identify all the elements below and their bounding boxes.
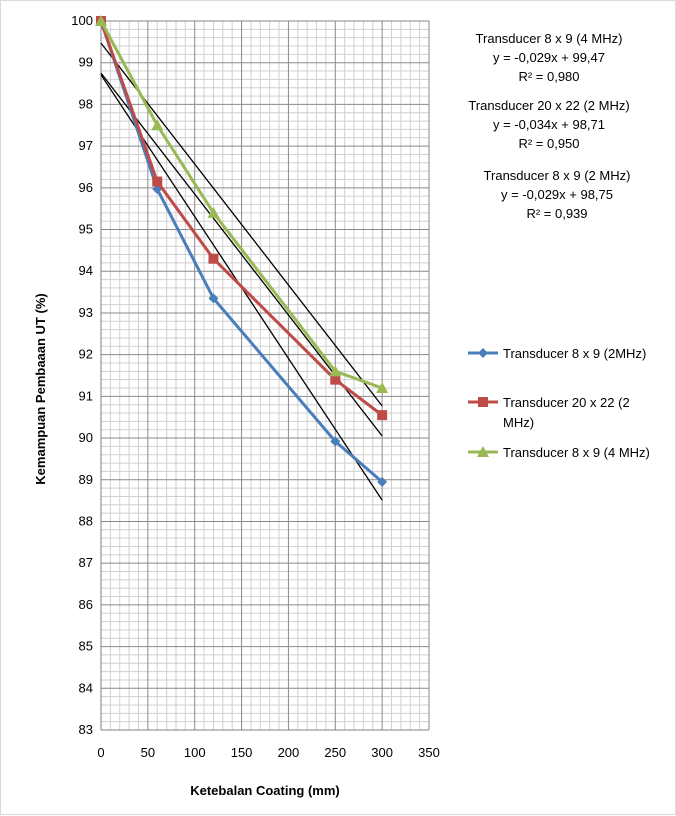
trendline-equations: Transducer 8 x 9 (4 MHz) y = -0,029x + 99… — [468, 31, 630, 221]
y-tick-label: 89 — [79, 472, 93, 487]
legend-label: Transducer 8 x 9 (4 MHz) — [503, 445, 650, 460]
data-point — [152, 176, 163, 187]
trendline-label: Transducer 8 x 9 (4 MHz) — [476, 31, 623, 46]
data-point — [207, 206, 220, 218]
legend-label: MHz) — [503, 415, 534, 430]
trendline-label: Transducer 8 x 9 (2 MHz) — [484, 168, 631, 183]
y-tick-label: 98 — [79, 96, 93, 111]
axes — [100, 21, 429, 731]
data-point — [95, 15, 107, 26]
legend-label: Transducer 20 x 22 (2 — [503, 395, 630, 410]
x-tick-label: 200 — [278, 745, 300, 760]
data-point — [330, 374, 341, 385]
major-gridlines — [100, 20, 430, 731]
legend-marker — [478, 397, 488, 407]
legend-label: Transducer 8 x 9 (2MHz) — [503, 346, 646, 361]
data-point — [151, 119, 164, 131]
trendline-equation: y = -0,034x + 98,71 — [493, 117, 605, 132]
trendline-equation: y = -0,029x + 99,47 — [493, 50, 605, 65]
y-tick-label: 92 — [79, 347, 93, 362]
data-point — [376, 382, 389, 394]
y-tick-label: 83 — [79, 722, 93, 737]
legend-marker — [478, 348, 488, 358]
trendline-r-squared: R² = 0,980 — [518, 69, 579, 84]
x-tick-label: 250 — [324, 745, 346, 760]
x-tick-label: 0 — [97, 745, 104, 760]
data-point — [208, 293, 219, 304]
data-point — [377, 476, 388, 487]
trendline-label: Transducer 20 x 22 (2 MHz) — [468, 98, 629, 113]
trendline — [100, 42, 383, 407]
legend-item: Transducer 8 x 9 (4 MHz) — [468, 445, 650, 460]
trendline-equation: y = -0,029x + 98,75 — [501, 187, 613, 202]
y-tick-label: 88 — [79, 513, 93, 528]
trendline-r-squared: R² = 0,950 — [518, 136, 579, 151]
y-tick-label: 96 — [79, 180, 93, 195]
y-tick-label: 86 — [79, 597, 93, 612]
legend-item: Transducer 8 x 9 (2MHz) — [468, 346, 646, 361]
y-tick-label: 94 — [79, 263, 93, 278]
data-series — [95, 15, 389, 487]
x-tick-labels: 0 50 100 150 200 250 300 350 — [97, 745, 439, 760]
minor-gridlines — [101, 21, 429, 730]
x-tick-label: 350 — [418, 745, 440, 760]
y-tick-label: 99 — [79, 55, 93, 70]
y-axis-title: Kemampuan Pembaaan UT (%) — [33, 293, 48, 484]
y-tick-label: 87 — [79, 555, 93, 570]
x-tick-label: 150 — [231, 745, 253, 760]
y-tick-label: 84 — [79, 680, 93, 695]
y-tick-label: 95 — [79, 222, 93, 237]
legend: Transducer 8 x 9 (2MHz) Transducer 20 x 2… — [468, 346, 650, 460]
trendline-r-squared: R² = 0,939 — [526, 206, 587, 221]
y-tick-label: 91 — [79, 388, 93, 403]
y-tick-labels: 83 84 85 86 87 88 89 90 91 92 93 94 95 96 97 98 99 100 — [71, 13, 93, 737]
y-tick-label: 85 — [79, 639, 93, 654]
y-tick-label: 93 — [79, 305, 93, 320]
data-point — [329, 365, 342, 377]
series-3 — [95, 15, 389, 394]
data-point — [377, 410, 388, 421]
y-tick-label: 100 — [71, 13, 93, 28]
data-point — [208, 253, 219, 264]
y-tick-label: 97 — [79, 138, 93, 153]
legend-marker — [477, 446, 489, 457]
data-point — [330, 436, 341, 447]
x-tick-label: 100 — [184, 745, 206, 760]
x-axis-title: Ketebalan Coating (mm) — [190, 783, 340, 798]
x-tick-label: 300 — [371, 745, 393, 760]
legend-item: Transducer 20 x 22 (2 MHz) — [468, 395, 630, 430]
y-tick-label: 90 — [79, 430, 93, 445]
x-tick-label: 50 — [141, 745, 155, 760]
